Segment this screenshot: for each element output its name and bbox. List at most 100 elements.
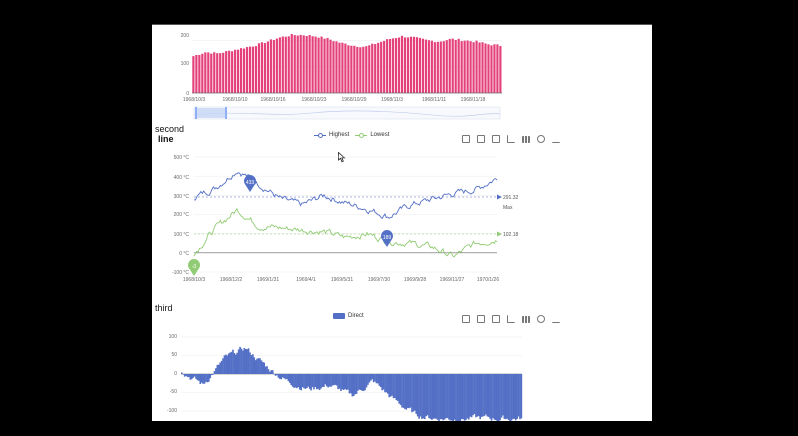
bar — [311, 36, 314, 93]
bar — [493, 44, 496, 93]
pin-min-highest[interactable]: 189 — [381, 230, 393, 247]
area-bar — [468, 374, 470, 420]
area-bar — [199, 374, 202, 385]
area-bar — [256, 358, 258, 374]
bar — [260, 42, 264, 93]
legend-item-direct[interactable]: Direct — [333, 313, 364, 319]
area-bar — [215, 368, 217, 374]
line-switch-icon[interactable] — [507, 315, 515, 323]
download-icon[interactable] — [552, 315, 560, 323]
area-bar — [328, 374, 331, 387]
zoom-reset-icon[interactable] — [477, 135, 485, 143]
restore-icon[interactable] — [537, 135, 545, 143]
area-bar — [315, 374, 318, 390]
line-switch-icon[interactable] — [507, 135, 515, 143]
area-bar — [492, 374, 494, 419]
area-bar — [426, 374, 429, 416]
area-chart-series — [181, 346, 523, 421]
pin-label: 189 — [383, 235, 392, 241]
area-bar — [458, 374, 460, 421]
bar — [278, 37, 281, 93]
area-bar — [350, 374, 352, 394]
area-bar — [205, 374, 207, 382]
x-tick: 1968/11/3 — [381, 97, 403, 103]
bar — [222, 52, 225, 93]
bar-switch-icon[interactable] — [522, 136, 530, 143]
area-bar — [510, 374, 513, 421]
area-bar — [321, 374, 324, 387]
zoom-handle-left[interactable] — [195, 107, 197, 119]
area-bar — [462, 374, 464, 420]
area-bar — [490, 374, 493, 421]
area-bar — [222, 358, 224, 374]
bar — [254, 46, 258, 93]
line-chart-title-line2: line — [158, 134, 174, 144]
area-bar — [233, 352, 236, 374]
area-bar — [246, 349, 248, 374]
area-bar — [293, 374, 295, 388]
bar-switch-icon[interactable] — [522, 316, 530, 323]
bar — [272, 40, 275, 93]
area-bar — [291, 374, 294, 387]
area-bar — [288, 374, 291, 383]
bar-chart-bars — [192, 33, 502, 93]
area-bar — [495, 374, 497, 421]
area-bar — [384, 374, 386, 393]
pin-max-highest[interactable]: 433 — [244, 175, 256, 192]
zoom-handle-right[interactable] — [225, 107, 227, 119]
area-bar — [335, 374, 338, 386]
area-bar — [310, 374, 312, 391]
bar — [442, 41, 445, 93]
pin-label: -3 — [192, 264, 197, 270]
area-bar — [279, 374, 281, 379]
area-bar — [249, 352, 251, 374]
zoom-reset-icon[interactable] — [477, 315, 485, 323]
legend-item-highest[interactable]: Highest — [314, 132, 349, 138]
y-tick: 0 — [186, 91, 189, 97]
area-bar — [243, 348, 246, 374]
area-bar — [358, 374, 361, 390]
area-bar — [186, 374, 189, 377]
x-tick: 1968/12/2 — [220, 277, 242, 283]
bar — [469, 41, 472, 93]
x-tick: 1968/11/18 — [461, 97, 486, 103]
zoom-icon[interactable] — [462, 135, 470, 143]
series-line-highest — [193, 172, 498, 220]
bar — [394, 38, 398, 93]
area-bar — [330, 374, 332, 387]
data-view-icon[interactable] — [492, 315, 500, 323]
y-tick: -100 — [167, 408, 177, 414]
pin-min-lowest[interactable]: -3 — [188, 259, 200, 276]
area-bar — [439, 374, 442, 420]
area-bar — [198, 374, 200, 381]
zoom-selected-range[interactable] — [196, 108, 226, 118]
bar — [427, 40, 430, 93]
area-bar — [216, 364, 219, 374]
area-bar — [513, 374, 516, 419]
area-bar — [352, 374, 355, 397]
bar — [219, 53, 222, 93]
zoom-icon[interactable] — [462, 315, 470, 323]
data-view-icon[interactable] — [492, 135, 500, 143]
bar — [478, 42, 481, 93]
area-bar — [379, 374, 382, 388]
area-bar — [364, 374, 366, 391]
legend-box-icon — [333, 313, 345, 319]
area-bar — [503, 374, 506, 419]
bar — [484, 43, 487, 93]
area-bar — [423, 374, 426, 420]
area-bar — [412, 374, 415, 412]
area-bar — [431, 374, 433, 420]
area-bar — [476, 374, 479, 417]
restore-icon[interactable] — [537, 315, 545, 323]
area-bar — [276, 374, 278, 376]
area-bar — [399, 374, 402, 405]
y-tick: 100 — [169, 334, 178, 340]
x-tick: 1969/5/31 — [331, 277, 353, 283]
area-bar — [405, 374, 408, 410]
download-icon[interactable] — [552, 135, 560, 143]
data-zoom-slider[interactable] — [193, 106, 501, 120]
legend-item-lowest[interactable]: Lowest — [355, 132, 389, 138]
area-bar — [338, 374, 341, 389]
bar — [308, 35, 311, 93]
